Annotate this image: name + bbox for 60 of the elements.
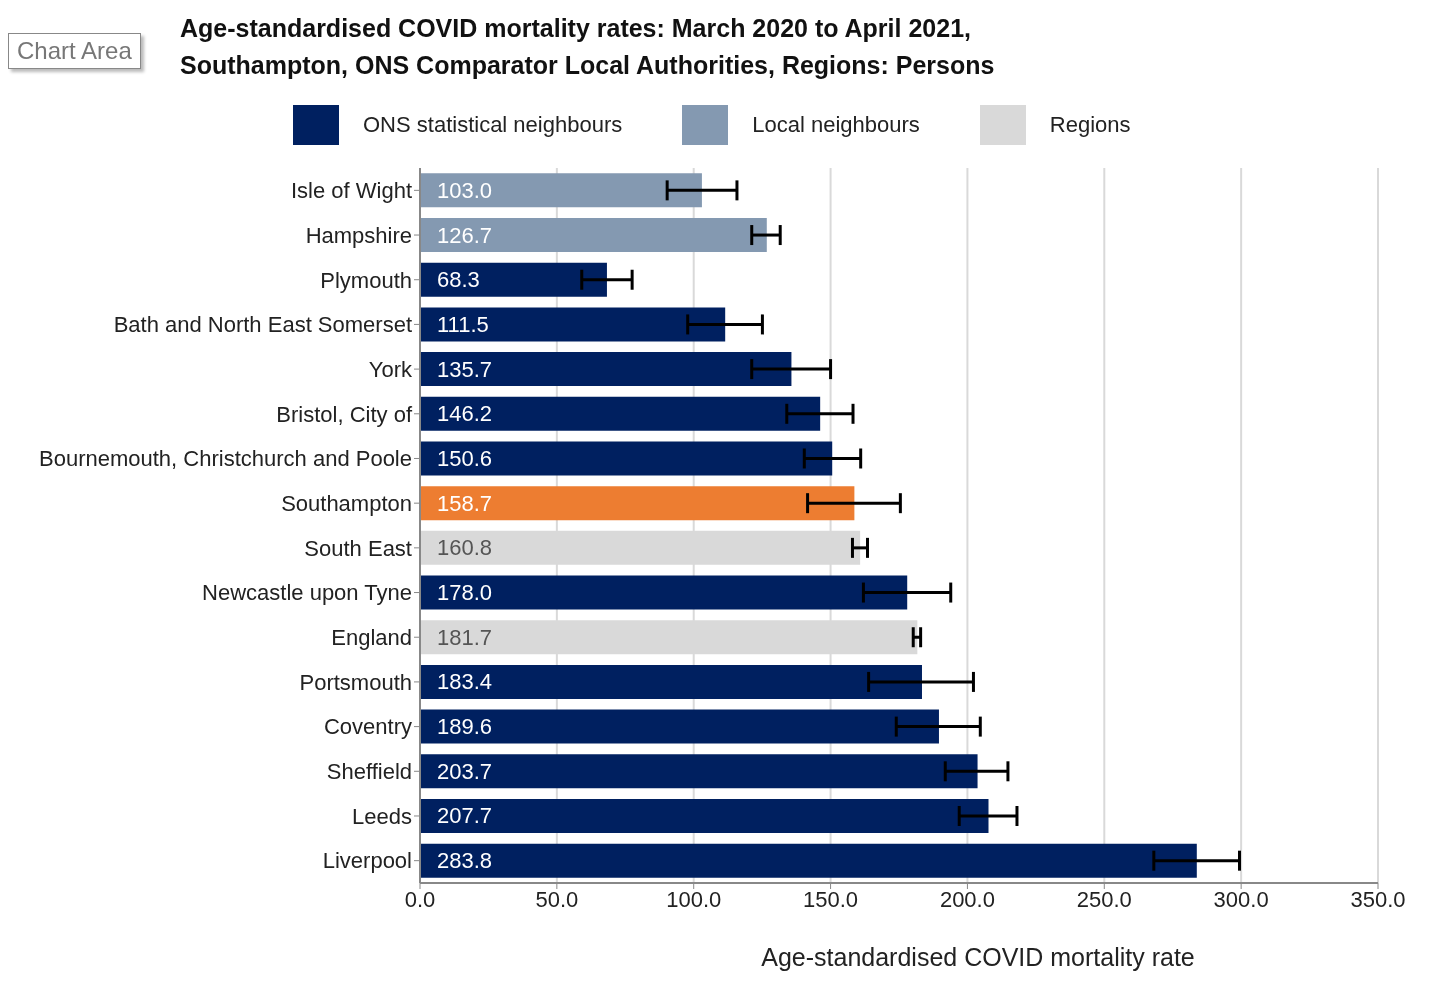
bar (420, 262, 607, 297)
y-tick-label: York (368, 356, 413, 382)
x-tick-label: 0.0 (404, 886, 436, 912)
data-label: 158.7 (437, 490, 493, 516)
legend-label: Local neighbours (752, 112, 920, 138)
x-tick-label: 200.0 (939, 886, 995, 912)
data-label: 203.7 (437, 758, 493, 784)
bar (420, 352, 792, 387)
bar (420, 307, 726, 342)
bar (420, 843, 1197, 878)
data-label: 160.8 (437, 535, 493, 561)
bar (420, 664, 922, 699)
x-axis-title: Age-standardised COVID mortality rate (760, 943, 1196, 972)
data-label: 283.8 (437, 848, 493, 874)
y-tick-label: Leeds (352, 803, 412, 829)
y-tick-label: Hampshire (305, 222, 412, 248)
bar (420, 173, 702, 208)
x-tick-label: 350.0 (1350, 886, 1406, 912)
y-tick-label: Bournemouth, Christchurch and Poole (39, 446, 412, 472)
bar (420, 709, 939, 744)
data-label: 111.5 (437, 311, 489, 337)
x-tick-label: 100.0 (666, 886, 722, 912)
y-tick-label: South East (304, 535, 412, 561)
data-label: 178.0 (437, 580, 493, 606)
x-tick-label: 150.0 (803, 886, 859, 912)
bar (420, 754, 978, 789)
bar (420, 798, 989, 833)
y-tick-label: Bristol, City of (276, 401, 413, 427)
tooltip-box: Chart Area (8, 33, 141, 69)
y-tick-label: Bath and North East Somerset (113, 312, 412, 338)
bar (420, 218, 767, 253)
data-label: 68.3 (437, 267, 480, 293)
data-label: 181.7 (437, 624, 493, 650)
y-tick-label: England (331, 625, 412, 651)
bar (420, 486, 855, 521)
chart-title: Age-standardised COVID mortality rates: March 2020 to April 2021, Southampton, ONS Comparator Local Authorities, Regions: Persons (180, 13, 995, 81)
data-label: 150.6 (437, 445, 493, 471)
bar (420, 396, 821, 431)
x-tick-label: 250.0 (1076, 886, 1132, 912)
x-tick-label: 50.0 (535, 886, 579, 912)
x-tick-label: 300.0 (1213, 886, 1269, 912)
data-label: 189.6 (437, 714, 493, 740)
y-tick-label: Southampton (281, 490, 412, 516)
y-tick-label: Portsmouth (299, 669, 412, 695)
data-label: 103.0 (437, 177, 493, 203)
legend-label: ONS statistical neighbours (363, 112, 623, 138)
data-label: 146.2 (437, 401, 493, 427)
y-tick-label: Liverpool (322, 848, 412, 874)
bar (420, 575, 908, 610)
y-tick-label: Isle of Wight (290, 178, 412, 204)
data-label: 135.7 (437, 356, 493, 382)
y-tick-label: Newcastle upon Tyne (202, 580, 412, 606)
y-tick-label: Plymouth (320, 267, 412, 293)
data-label: 126.7 (437, 222, 493, 248)
legend-label: Regions (1049, 112, 1131, 138)
y-tick-label: Coventry (323, 714, 412, 740)
bar (420, 441, 833, 476)
y-tick-label: Sheffield (326, 759, 412, 785)
data-label: 207.7 (437, 803, 493, 829)
data-label: 183.4 (437, 669, 493, 695)
